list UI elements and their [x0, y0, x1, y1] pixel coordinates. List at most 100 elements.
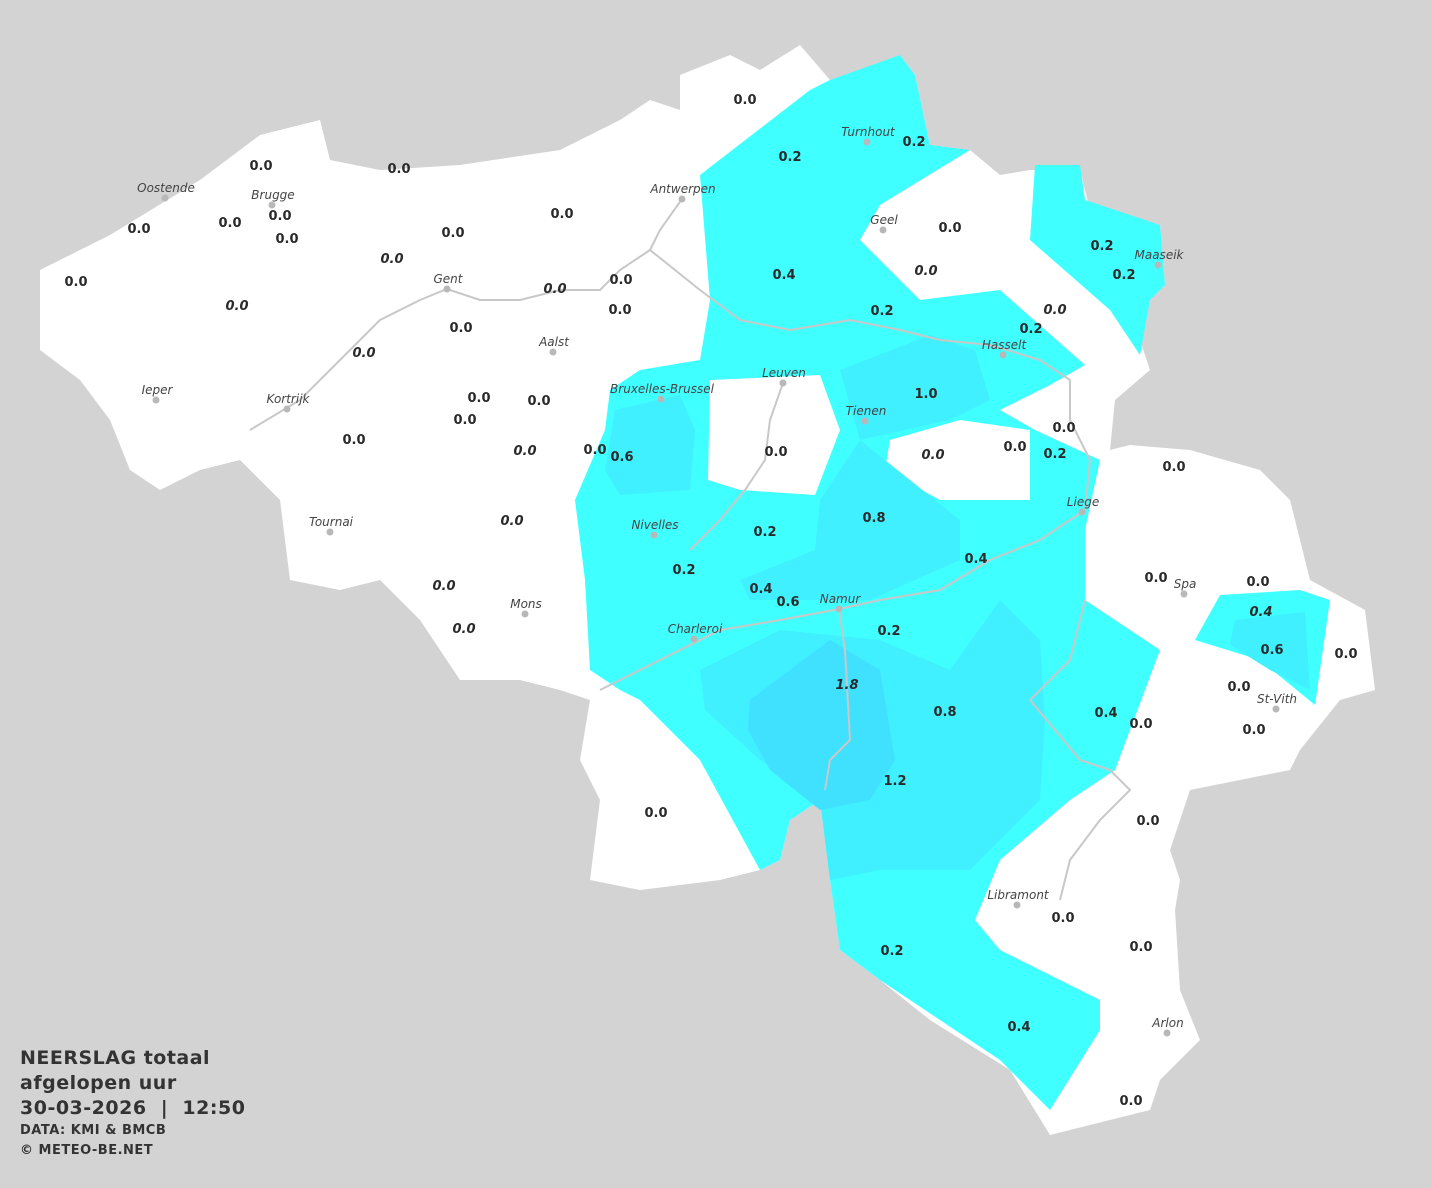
city-label: Tournai [309, 515, 354, 529]
station-value: 0.0 [914, 264, 937, 279]
station-value: 0.0 [249, 159, 272, 174]
station-value: 0.0 [550, 207, 573, 222]
city-label: Leuven [762, 366, 806, 380]
station-value: 0.0 [1043, 303, 1066, 318]
city-dot [283, 405, 291, 413]
station-value: 0.4 [1249, 605, 1272, 620]
city-label: Maaseik [1135, 248, 1185, 262]
station-value: 0.2 [902, 135, 925, 150]
legend-source: DATA: KMI & BMCB [20, 1123, 167, 1138]
station-value: 0.0 [387, 162, 410, 177]
city-dot [549, 348, 557, 356]
station-value: 0.0 [218, 216, 241, 231]
station-value: 0.0 [268, 209, 291, 224]
city-dot [650, 531, 658, 539]
city-dot [268, 201, 276, 209]
station-value: 0.6 [610, 450, 633, 465]
station-value: 0.2 [778, 150, 801, 165]
city-dot [678, 195, 686, 203]
station-value: 0.2 [877, 624, 900, 639]
station-value: 0.0 [513, 444, 536, 459]
station-value: 0.0 [449, 321, 472, 336]
station-value: 0.0 [543, 282, 566, 297]
station-value: 0.0 [441, 226, 464, 241]
station-value: 0.0 [467, 391, 490, 406]
station-value: 0.4 [1094, 706, 1117, 721]
city-label: Liege [1067, 495, 1099, 509]
city-dot [443, 285, 451, 293]
legend-subtitle: afgelopen uur [20, 1072, 177, 1094]
station-value: 0.0 [1052, 421, 1075, 436]
rain-zone-tienen [840, 335, 990, 440]
city-label: Spa [1174, 577, 1197, 591]
station-value: 0.2 [1043, 447, 1066, 462]
city-dot [861, 417, 869, 425]
rain-zone-st-vith-core [1230, 612, 1310, 690]
city-label: Mons [510, 597, 542, 611]
station-value: 0.4 [1007, 1020, 1030, 1035]
station-value: 0.0 [1129, 940, 1152, 955]
station-value: 0.2 [672, 563, 695, 578]
station-value: 0.0 [527, 394, 550, 409]
rain-zone-brussels [605, 395, 695, 495]
station-value: 1.2 [883, 774, 906, 789]
station-value: 0.0 [1003, 440, 1026, 455]
station-value: 0.0 [608, 303, 631, 318]
city-dot [1180, 590, 1188, 598]
legend: NEERSLAG totaal afgelopen uur 30-03-2026… [20, 1046, 245, 1161]
station-value: 0.0 [275, 232, 298, 247]
station-value: 0.4 [749, 582, 772, 597]
city-label: Namur [820, 592, 862, 606]
rain-zone-maaseik [1030, 165, 1165, 355]
city-label: Aalst [538, 335, 570, 349]
city-dot [1154, 261, 1162, 269]
station-value: 0.0 [1144, 571, 1167, 586]
station-value: 0.0 [609, 273, 632, 288]
city-dot [863, 138, 871, 146]
city-label: Libramont [987, 888, 1050, 902]
legend-copyright: © METEO-BE.NET [20, 1143, 154, 1158]
station-value: 0.0 [733, 93, 756, 108]
station-value: 0.2 [753, 525, 776, 540]
city-dot [1013, 901, 1021, 909]
station-value: 1.0 [914, 387, 937, 402]
station-value: 0.0 [432, 579, 455, 594]
city-dot [690, 635, 698, 643]
city-dot [161, 194, 169, 202]
rivers [249, 198, 1132, 901]
legend-title: NEERSLAG totaal [20, 1047, 211, 1069]
station-value: 1.8 [835, 678, 858, 693]
city-label: Brugge [251, 188, 294, 202]
city-label: Ieper [142, 383, 174, 397]
station-value: 0.0 [1334, 647, 1357, 662]
city-dot [1078, 508, 1086, 516]
station-value: 0.0 [1242, 723, 1265, 738]
station-value: 0.2 [1112, 268, 1135, 283]
station-value: 0.0 [644, 806, 667, 821]
legend-datetime: 30-03-2026 | 12:50 [20, 1097, 246, 1119]
station-value: 0.8 [862, 511, 885, 526]
city-dot [1163, 1029, 1171, 1037]
dry-zone-leuven [708, 375, 840, 495]
station-value: 0.2 [1090, 239, 1113, 254]
rain-zone-max [748, 640, 895, 810]
city-label: Tienen [846, 404, 887, 418]
station-value: 0.6 [776, 595, 799, 610]
dry-zone-east-tienen [885, 420, 1030, 500]
station-value: 0.0 [225, 299, 248, 314]
city-dot [521, 610, 529, 618]
station-value: 0.0 [1051, 911, 1074, 926]
station-value: 0.2 [880, 944, 903, 959]
station-value: 0.2 [870, 304, 893, 319]
city-label: Bruxelles-Brussel [610, 382, 715, 396]
station-value: 0.0 [938, 221, 961, 236]
city-dot [779, 379, 787, 387]
city-label: Kortrijk [267, 392, 311, 406]
station-value: 0.0 [127, 222, 150, 237]
city-dot [152, 396, 160, 404]
rain-zone-central [740, 440, 960, 600]
city-label: Gent [434, 272, 464, 286]
city-dot [657, 395, 665, 403]
city-label: Turnhout [841, 125, 896, 139]
